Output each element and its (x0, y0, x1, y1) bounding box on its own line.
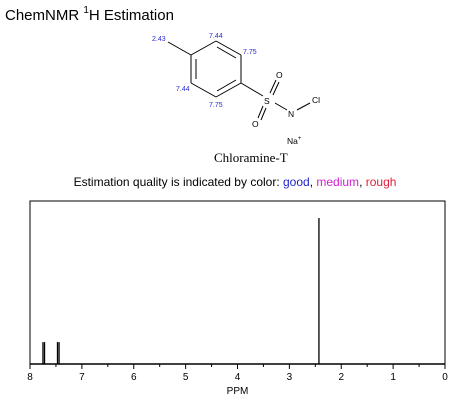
sodium-ion: Na+ (287, 136, 302, 146)
x-tick-label: 5 (183, 372, 189, 383)
s-o-double-bond-bottom (257, 105, 264, 119)
quality-legend: Estimation quality is indicated by color… (0, 175, 470, 189)
s-o-double-bond-top (269, 79, 277, 94)
sulfur-atom: S (264, 96, 270, 106)
spectrum-peaks (42, 218, 320, 364)
x-tick-label: 2 (338, 372, 344, 383)
n-cl-bond (296, 102, 311, 111)
oxygen-atom-bottom: O (252, 119, 259, 129)
quality-medium: medium (316, 175, 360, 189)
quality-rough: rough (365, 175, 397, 189)
shift-label-methyl: 2.43 (152, 36, 166, 43)
quality-separator-2: , (359, 175, 366, 189)
x-tick-label: 6 (131, 372, 137, 383)
benzene-ring (190, 40, 242, 98)
sodium-label: Na (287, 136, 298, 146)
x-axis-ticks: 8 7 6 5 4 3 2 1 0 (27, 364, 448, 383)
shift-label-h-bottom-right: 7.75 (209, 102, 223, 109)
title-isotope: 1 (83, 5, 89, 16)
title-suffix: H Estimation (88, 7, 174, 24)
x-tick-label: 7 (79, 372, 85, 383)
shift-label-h-top-left: 7.44 (209, 33, 223, 40)
page-title: ChemNMR 1H Estimation (5, 5, 174, 24)
sodium-charge: + (298, 136, 302, 142)
chlorine-atom: Cl (312, 95, 320, 105)
compound-name: Chloramine-T (214, 150, 288, 165)
x-tick-label: 1 (390, 372, 396, 383)
oxygen-atom-top: O (276, 70, 283, 80)
quality-prefix: Estimation quality is indicated by color… (73, 175, 283, 189)
molecule-structure: S O O N Cl Na+ 2.43 7.44 7.75 7.44 7.75 (152, 33, 320, 146)
spectrum-frame (29, 200, 446, 365)
quality-separator-1: , (309, 175, 317, 189)
nitrogen-atom: N (288, 109, 294, 119)
methyl-bond (167, 41, 192, 56)
x-tick-label: 4 (235, 372, 241, 383)
title-prefix: ChemNMR (5, 7, 84, 24)
s-n-bond (274, 102, 288, 111)
x-axis-title: PPM (227, 386, 249, 397)
c-s-bond (240, 82, 264, 97)
quality-good: good (283, 175, 310, 189)
x-tick-label: 0 (442, 372, 448, 383)
x-tick-label: 3 (287, 372, 293, 383)
shift-label-h-top-right: 7.75 (243, 49, 257, 56)
x-tick-label: 8 (27, 372, 33, 383)
shift-label-h-bottom-left: 7.44 (176, 86, 190, 93)
